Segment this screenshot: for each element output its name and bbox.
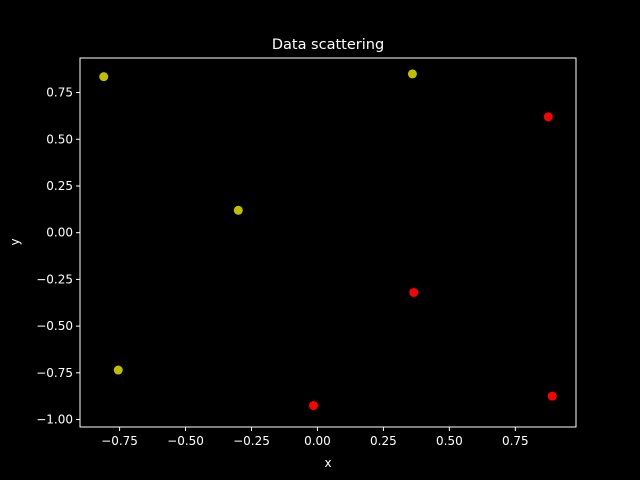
y-tick-label: 0.75 [46, 86, 73, 100]
y-tick-label: 0.00 [46, 226, 73, 240]
scatter-point-series-1 [99, 72, 109, 82]
x-tick-label: 0.25 [370, 434, 397, 448]
x-axis-label: x [324, 456, 331, 470]
y-tick-label: −1.00 [36, 413, 73, 427]
x-tick-label: −0.75 [101, 434, 138, 448]
y-tick-label: 0.50 [46, 132, 73, 146]
scatter-point-series-2 [308, 401, 318, 411]
x-tick-label: 0.00 [304, 434, 331, 448]
scatter-point-series-2 [547, 391, 557, 401]
y-axis-ticks: −1.00 −0.75 −0.50 −0.25 0.00 0.25 0.50 0.75 [36, 86, 80, 427]
y-tick-label: 0.25 [46, 179, 73, 193]
x-tick-label: 0.50 [436, 434, 463, 448]
chart-title: Data scattering [272, 37, 384, 53]
scatter-point-series-1 [113, 365, 123, 375]
x-axis-ticks: −0.75 −0.50 −0.25 0.00 0.25 0.50 0.75 [101, 427, 529, 448]
x-tick-label: −0.50 [167, 434, 204, 448]
y-tick-label: −0.75 [36, 366, 73, 380]
scatter-point-series-2 [543, 112, 553, 122]
y-tick-label: −0.50 [36, 319, 73, 333]
x-tick-label: −0.25 [233, 434, 270, 448]
scatter-point-series-1 [233, 205, 243, 215]
data-points [99, 69, 557, 411]
y-tick-label: −0.25 [36, 272, 73, 286]
scatter-point-series-1 [407, 69, 417, 79]
axes-frame [79, 57, 577, 428]
y-axis-label: y [8, 238, 22, 245]
scatter-point-series-2 [409, 287, 419, 297]
x-tick-label: 0.75 [502, 434, 529, 448]
